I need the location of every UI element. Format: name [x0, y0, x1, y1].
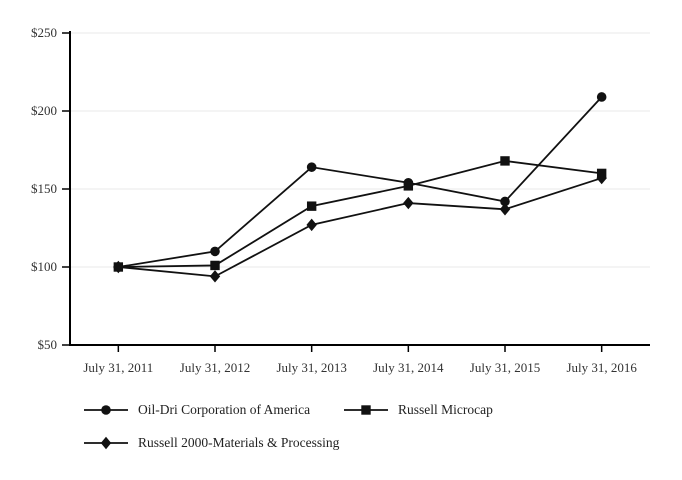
diamond-data-marker — [596, 171, 607, 185]
legend-item-russell-microcap: Russell Microcap — [343, 402, 493, 418]
square-data-marker — [210, 260, 220, 271]
circle-data-marker — [306, 162, 317, 172]
diamond-data-marker — [403, 196, 414, 210]
x-axis-tick-label: July 31, 2015 — [470, 360, 540, 375]
circle-data-marker — [500, 196, 510, 207]
x-axis-tick-label: July 31, 2012 — [180, 360, 250, 375]
diamond-data-marker — [209, 270, 221, 283]
series-line — [118, 96, 603, 268]
diamond-line-marker-icon — [84, 436, 128, 450]
square-data-marker — [500, 156, 510, 166]
diamond-data-marker — [306, 218, 317, 232]
square-data-marker — [403, 181, 414, 191]
square-line-marker-icon — [344, 405, 388, 415]
x-axis-tick-label: July 31, 2011 — [83, 360, 153, 375]
square-data-marker — [361, 405, 371, 415]
series-line — [118, 160, 602, 268]
y-axis-tick-label: $250 — [31, 25, 57, 40]
legend-label-russell-microcap: Russell Microcap — [398, 402, 493, 417]
square-data-marker — [306, 201, 317, 211]
x-axis-tick-label: July 31, 2013 — [276, 360, 346, 375]
legend-item-russell-2000-materials: Russell 2000-Materials & Processing — [83, 435, 339, 451]
y-axis-tick-label: $50 — [38, 337, 58, 352]
circle-data-marker — [101, 405, 111, 415]
x-axis-tick-label: July 31, 2016 — [566, 360, 637, 375]
y-axis-tick-label: $100 — [31, 259, 57, 274]
diamond-data-marker — [113, 260, 124, 274]
diamond-data-marker — [100, 436, 112, 450]
diamond-data-marker — [499, 203, 511, 216]
legend-item-oil-dri: Oil-Dri Corporation of America — [83, 402, 310, 418]
y-axis-tick-label: $150 — [31, 181, 57, 196]
y-axis-tick-label: $200 — [31, 103, 57, 118]
series-line — [118, 177, 602, 278]
legend-label-oil-dri: Oil-Dri Corporation of America — [138, 402, 311, 417]
circle-data-marker — [210, 246, 220, 257]
x-axis-tick-label: July 31, 2014 — [373, 360, 444, 375]
circle-data-marker — [596, 92, 607, 102]
legend-label-russell-2000-materials: Russell 2000-Materials & Processing — [138, 435, 340, 450]
circle-line-marker-icon — [84, 405, 128, 415]
